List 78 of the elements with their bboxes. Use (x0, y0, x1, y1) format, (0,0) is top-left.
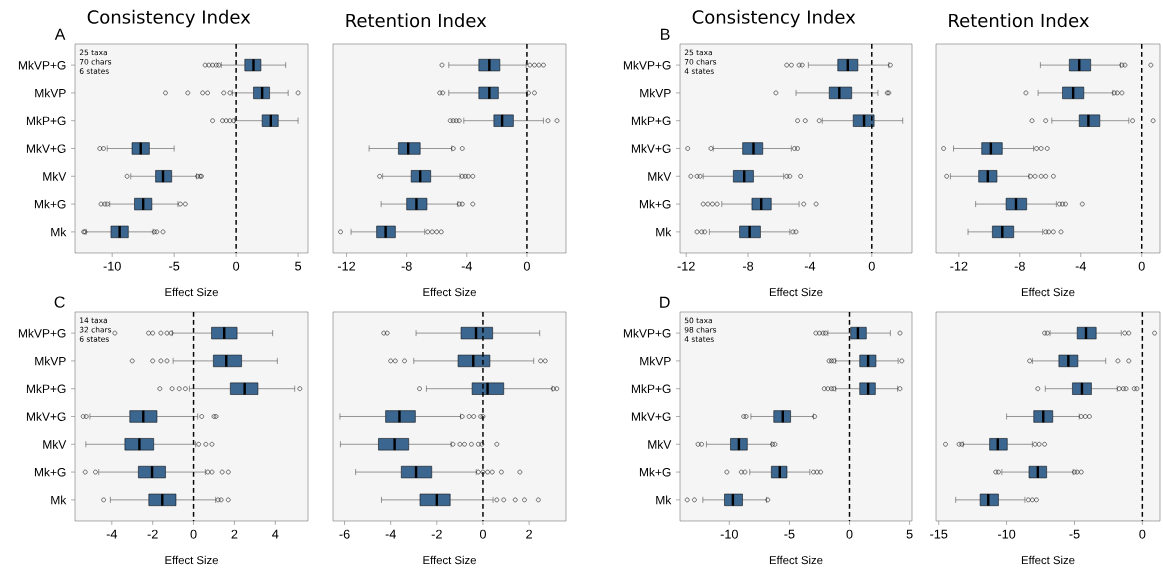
y-tick-label: MkV (43, 439, 67, 449)
x-axis-title: Effect Size (165, 287, 218, 297)
x-tick-label: -12 (337, 261, 356, 271)
x-tick-label: -8 (742, 261, 754, 271)
x-tick-label: -10 (720, 529, 738, 539)
y-tick-label: MkV (648, 439, 672, 449)
x-tick-label: -10 (103, 261, 121, 271)
x-axis-title: Effect Size (1021, 555, 1075, 565)
x-tick-label: -5 (169, 261, 180, 271)
y-tick-label: MkV+G (26, 412, 66, 421)
y-tick-label: MkVP+G (18, 328, 66, 338)
y-tick-label: MkVP (35, 88, 66, 98)
x-tick-label: 0 (1138, 261, 1145, 271)
y-tick-label: MkP+G (26, 116, 66, 126)
y-tick-label: Mk (656, 495, 672, 505)
chart-title: Consistency Index (692, 9, 856, 28)
x-tick-label: 2 (231, 529, 238, 539)
text: A (54, 28, 66, 40)
x-tick-label: -4 (1075, 261, 1087, 271)
y-tick-label: MkV (648, 171, 672, 181)
y-tick-label: MkP+G (26, 384, 66, 394)
x-tick-label: 0 (190, 529, 197, 539)
y-tick-label: Mk (51, 227, 67, 237)
x-tick-label: -8 (401, 261, 412, 271)
x-tick-label: -4 (461, 261, 473, 271)
x-tick-label: -4 (106, 529, 118, 539)
x-tick-label: 0 (233, 261, 240, 271)
x-tick-label: -5 (1069, 529, 1080, 539)
y-tick-label: MkV+G (26, 144, 66, 153)
y-tick-label: MkVP+G (18, 60, 66, 70)
x-axis-title: Effect Size (769, 287, 823, 297)
y-tick-label: Mk+G (34, 467, 66, 477)
x-tick-label: -4 (385, 529, 396, 539)
x-tick-label: -6 (339, 529, 350, 539)
chart-title: Consistency Index (87, 9, 251, 28)
x-tick-label: -5 (784, 529, 795, 539)
x-tick-label: -2 (147, 529, 158, 539)
y-tick-label: MkV+G (631, 412, 671, 421)
x-axis-title: Effect Size (423, 555, 476, 565)
y-tick-label: Mk+G (639, 199, 671, 209)
x-tick-label: -15 (930, 529, 948, 539)
y-tick-label: MkVP (640, 356, 671, 366)
chart-title: Retention Index (949, 13, 1089, 28)
x-tick-label: 0 (868, 261, 875, 271)
x-tick-label: -12 (950, 261, 968, 271)
y-tick-label: MkP+G (631, 384, 671, 394)
y-tick-label: Mk+G (34, 199, 66, 209)
y-tick-label: MkVP+G (623, 60, 671, 70)
y-tick-label: Mk (51, 495, 67, 505)
x-axis-title: Effect Size (1021, 287, 1075, 297)
y-tick-label: MkV (43, 171, 67, 181)
x-tick-label: 5 (906, 529, 913, 539)
x-tick-label: 0 (846, 529, 853, 539)
x-tick-label: 0 (479, 529, 486, 539)
text: B (661, 28, 670, 40)
x-tick-label: 4 (272, 529, 279, 539)
x-tick-label: 5 (295, 261, 302, 271)
y-tick-label: Mk+G (639, 467, 671, 477)
text: D (660, 296, 670, 308)
y-tick-label: Mk (656, 227, 672, 237)
x-axis-title: Effect Size (165, 555, 218, 565)
x-tick-label: 0 (1139, 529, 1146, 539)
x-tick-label: 0 (523, 261, 530, 271)
y-tick-label: MkVP (35, 356, 66, 366)
chart-title: Retention Index (346, 13, 487, 28)
y-tick-label: MkV+G (631, 144, 671, 153)
x-axis-title: Effect Size (423, 287, 476, 297)
x-axis-title: Effect Size (769, 555, 823, 565)
x-tick-label: -8 (1014, 261, 1025, 271)
x-tick-label: -2 (431, 529, 442, 539)
x-tick-label: 2 (526, 529, 532, 539)
y-tick-label: MkP+G (631, 116, 671, 126)
y-tick-label: MkVP+G (623, 328, 671, 338)
x-tick-label: -12 (677, 261, 695, 271)
x-tick-label: -10 (998, 529, 1016, 539)
text: C (54, 296, 65, 308)
y-tick-label: MkVP (640, 88, 671, 98)
x-tick-label: -4 (804, 261, 816, 271)
